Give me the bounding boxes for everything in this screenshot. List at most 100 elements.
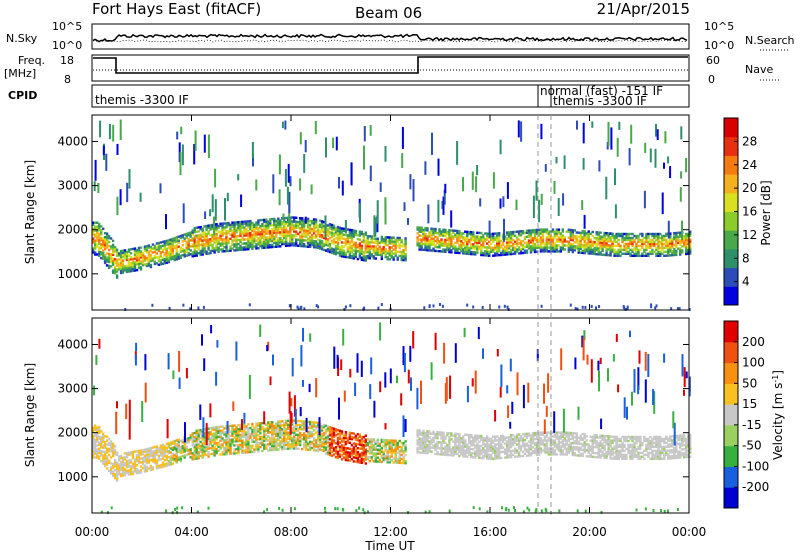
velocity-cell [316,421,320,425]
velocity-cell [213,434,216,437]
velocity-cell [163,455,166,458]
power-cell [362,239,365,242]
power-cell [227,231,230,235]
power-cell [342,251,346,254]
power-cell [488,254,491,257]
power-echo [582,158,585,170]
power-cell [482,246,485,249]
velocity-cell [354,438,358,442]
power-cell [356,238,360,241]
power-cell [243,220,246,223]
power-echo [282,213,285,221]
power-cell [573,245,576,248]
power-cell [205,224,208,228]
power-cell [291,242,294,245]
power-cell [253,233,256,236]
velocity-cell [219,425,222,428]
power-cell [456,235,459,239]
power-cell [96,227,99,230]
velocity-cell [434,442,437,446]
power-cell [428,241,431,244]
velocity-cell [310,427,314,430]
power-cell [165,241,168,245]
power-cell [579,243,582,246]
velocity-cell [279,426,282,429]
velocity-cell [370,438,373,441]
velocity-cell [143,448,147,451]
velocity-cell [416,447,419,450]
power-echo [278,154,281,175]
power-cell [193,246,196,250]
power-cell [555,238,559,241]
power-cell [279,241,282,244]
power-cell [111,259,115,262]
power-cell [336,241,340,245]
power-cell [221,248,224,251]
power-cell [541,232,545,235]
power-cell [456,247,459,251]
power-cell [607,236,610,239]
velocity-cell [139,453,143,456]
power-cell [685,232,688,236]
power-cell [619,234,622,238]
power-cell [96,233,99,236]
velocity-cell [161,465,165,468]
velocity-cell [143,450,147,453]
power-cell [579,235,582,239]
power-cell [615,252,618,255]
velocity-cell [141,449,145,452]
power-echo [535,180,538,201]
power-cell [573,229,576,232]
velocity-cell [422,443,425,447]
power-cell [283,240,286,244]
power-cell [657,242,660,246]
velocity-cell [217,429,220,433]
power-cell [113,262,117,265]
power-cell [517,234,521,237]
power-cell [595,247,598,250]
power-cell [436,232,439,235]
power-cell [293,236,296,239]
power-cell [585,242,588,245]
power-cell [187,247,190,251]
power-cell [299,238,302,242]
power-cell [420,230,423,233]
power-cell [269,238,272,241]
power-cell [229,225,232,229]
velocity-cell [388,441,391,444]
power-cell [531,248,535,252]
velocity-cell [169,441,172,444]
power-cell [470,252,473,256]
power-cell [671,238,674,241]
power-cell [117,258,121,261]
velocity-cell [281,447,284,451]
velocity-cell [139,471,143,474]
velocity-cell [155,459,159,462]
velocity-cell [269,441,272,444]
power-cell [352,235,356,238]
velocity-cell [92,440,95,443]
velocity-cell [119,454,123,458]
power-cell [277,241,280,244]
velocity-cell [299,433,302,437]
velocity-cell [111,448,115,452]
power-cell [235,239,238,242]
velocity-cell [320,437,324,440]
power-cell [531,229,535,232]
power-cell [500,253,503,257]
power-cell [456,229,459,233]
power-cell [117,268,121,271]
velocity-cell [340,432,344,435]
power-echo-low [300,305,303,309]
power-cell [100,239,103,242]
power-cell [505,239,509,242]
power-cell [436,239,439,243]
power-cell [283,232,286,236]
power-cell [308,223,312,227]
power-cell [541,238,545,241]
velocity-cell [293,435,296,438]
power-cell [681,245,684,248]
power-cell [476,235,479,238]
velocity-cell [96,430,99,433]
power-cell [175,250,178,253]
